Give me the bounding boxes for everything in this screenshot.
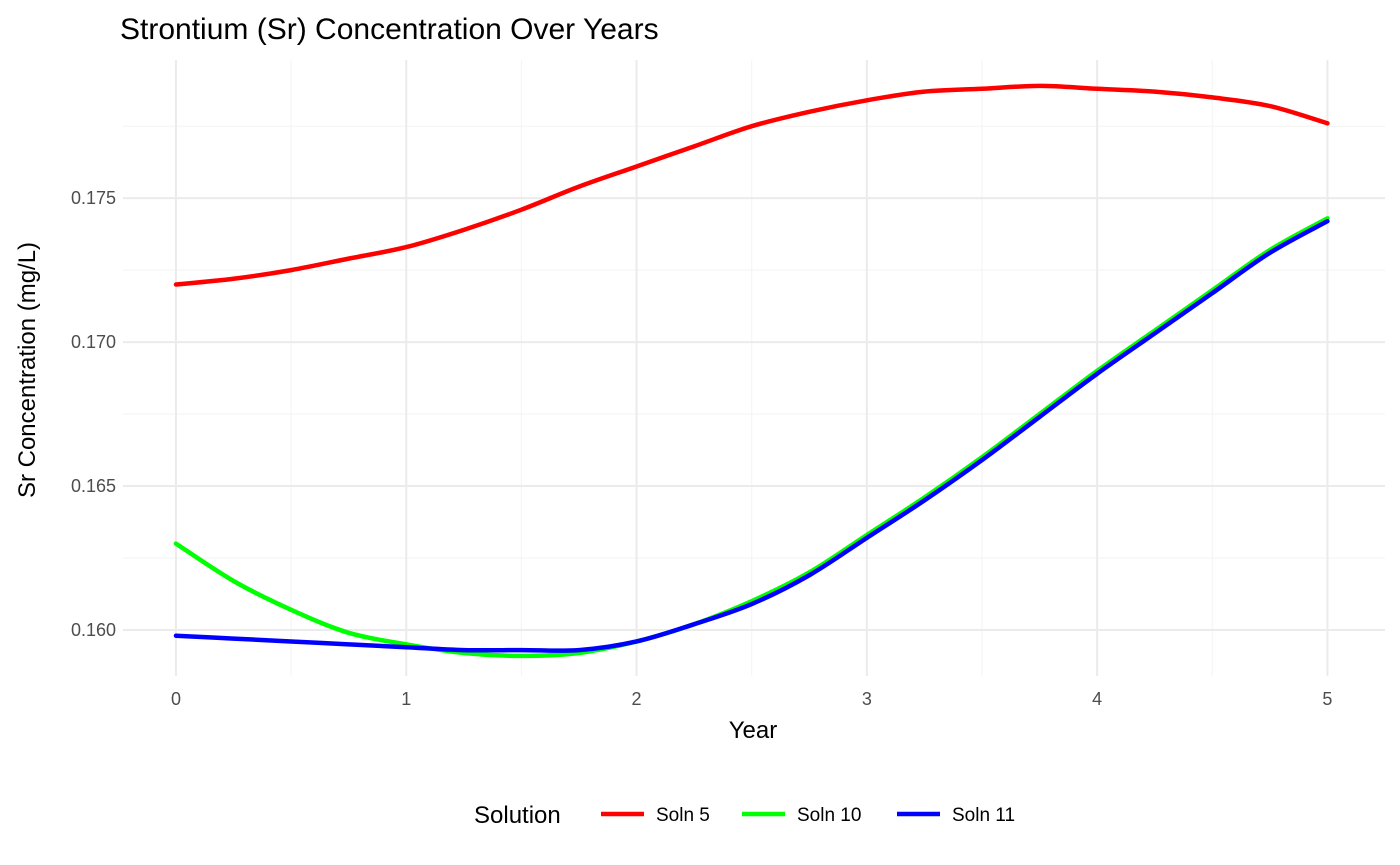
legend-label-1: Soln 5	[656, 805, 710, 826]
y-tick-label: 0.170	[71, 332, 116, 352]
x-tick-label: 4	[1092, 689, 1102, 709]
x-tick-label: 1	[401, 689, 411, 709]
y-axis-title: Sr Concentration (mg/L)	[14, 242, 41, 498]
x-tick-label: 3	[862, 689, 872, 709]
chart-title: Strontium (Sr) Concentration Over Years	[120, 13, 659, 46]
legend-label-3: Soln 11	[952, 805, 1015, 826]
legend-title: Solution	[474, 802, 561, 829]
x-tick-label: 2	[632, 689, 642, 709]
legend-label-2: Soln 10	[797, 805, 861, 826]
y-tick-label: 0.160	[71, 620, 116, 640]
y-tick-label: 0.175	[71, 188, 116, 208]
y-axis-ticks: 0.160 0.165 0.170 0.175	[71, 188, 116, 640]
y-tick-label: 0.165	[71, 476, 116, 496]
series-line-3	[173, 218, 1330, 653]
series-lines	[173, 83, 1330, 659]
x-axis-ticks: 0 1 2 3 4 5	[171, 689, 1332, 709]
legend: Solution Soln 5 Soln 10 Soln 11	[474, 802, 1015, 829]
legend-items: Soln 5 Soln 10 Soln 11	[601, 805, 1015, 826]
x-tick-label: 0	[171, 689, 181, 709]
x-tick-label: 5	[1322, 689, 1332, 709]
series-line-1	[173, 83, 1330, 287]
series-line-2	[173, 216, 1330, 659]
x-axis-title: Year	[729, 717, 778, 744]
grid	[123, 60, 1385, 676]
